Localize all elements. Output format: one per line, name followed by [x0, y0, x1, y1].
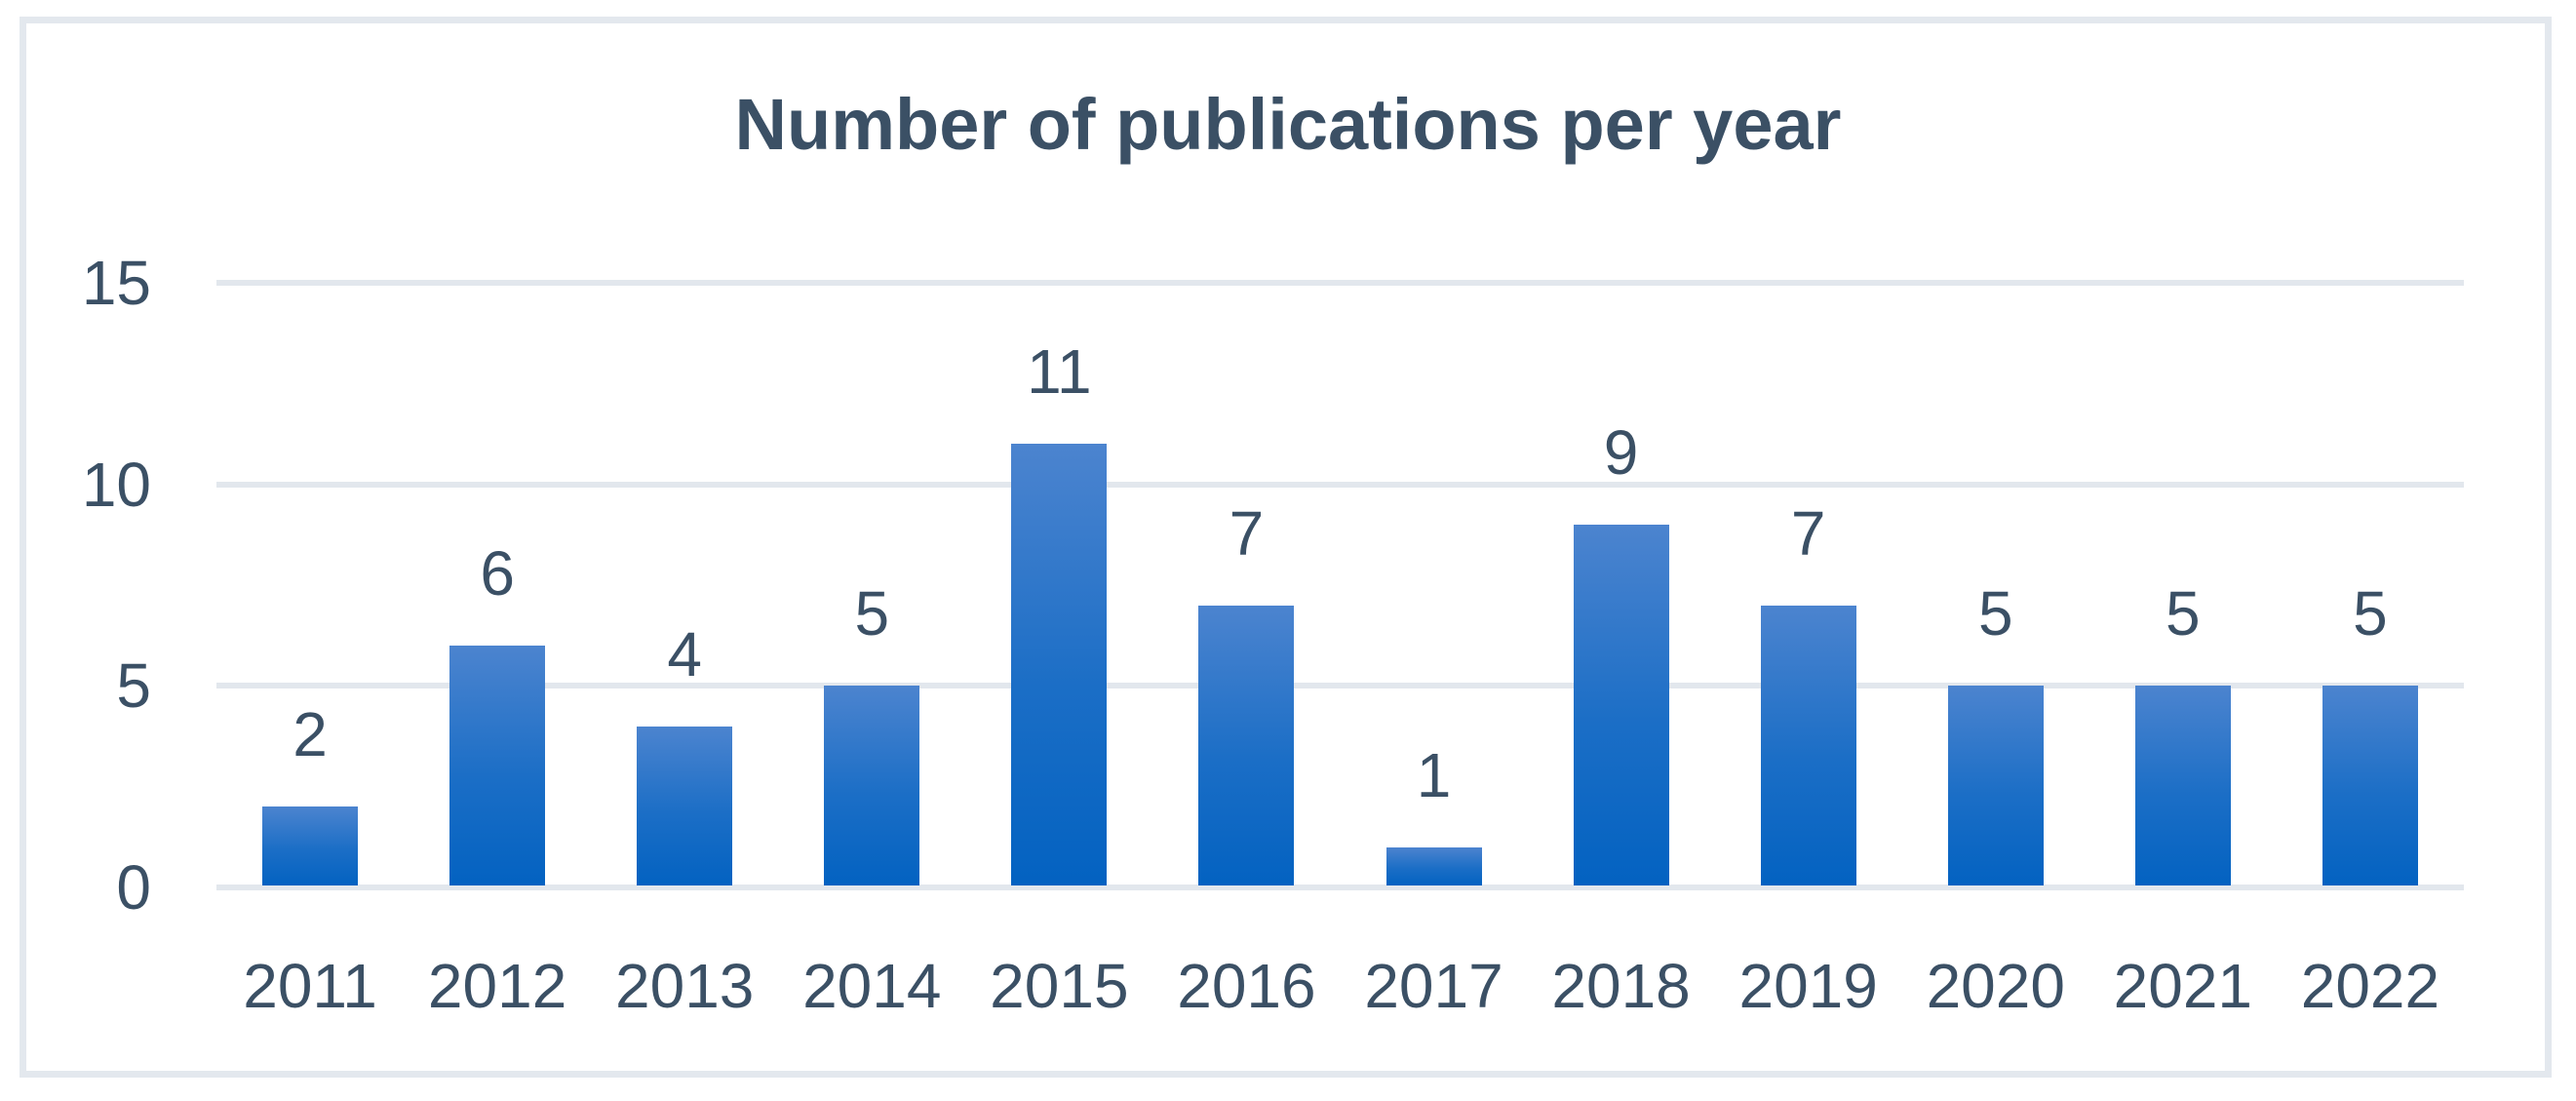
bar-value-label-2017: 1: [1416, 739, 1452, 810]
bar-2011: [262, 806, 359, 885]
chart-title: Number of publications per year: [734, 84, 1842, 165]
bar-2020: [1947, 686, 2044, 885]
x-axis-label-2015: 2015: [990, 951, 1129, 1021]
gridline-y-0: [216, 885, 2464, 890]
bar-value-label-2014: 5: [854, 578, 890, 649]
bar-value-label-2021: 5: [2166, 578, 2201, 649]
bar-2016: [1198, 605, 1295, 885]
x-axis-label-2016: 2016: [1177, 951, 1316, 1021]
x-axis-label-2013: 2013: [615, 951, 755, 1021]
x-axis-label-2018: 2018: [1551, 951, 1691, 1021]
y-axis-tick-label: 15: [81, 248, 151, 318]
bar-value-label-2018: 9: [1603, 417, 1639, 488]
bar-2018: [1573, 525, 1669, 885]
bar-2019: [1760, 605, 1856, 885]
x-axis-label-2019: 2019: [1738, 951, 1878, 1021]
bar-value-label-2020: 5: [1977, 578, 2013, 649]
bar-2017: [1386, 846, 1482, 885]
x-axis-label-2020: 2020: [1926, 951, 2065, 1021]
x-axis-label-2011: 2011: [243, 951, 377, 1021]
x-axis-label-2021: 2021: [2113, 951, 2253, 1021]
bar-value-label-2012: 6: [480, 538, 515, 609]
chart-frame: [20, 17, 2552, 1078]
bar-2014: [824, 686, 920, 885]
x-axis-label-2012: 2012: [427, 951, 567, 1021]
y-axis-tick-label: 10: [81, 449, 151, 520]
bar-value-label-2015: 11: [1027, 336, 1092, 408]
y-axis-tick-label: 0: [116, 852, 151, 923]
x-axis-label-2022: 2022: [2300, 951, 2440, 1021]
gridline-y-5: [216, 683, 2464, 689]
bar-2015: [1011, 444, 1108, 885]
x-axis-label-2017: 2017: [1364, 951, 1503, 1021]
bar-2013: [637, 726, 733, 885]
x-axis-label-2014: 2014: [802, 951, 942, 1021]
bar-value-label-2013: 4: [667, 618, 702, 689]
gridline-y-15: [216, 280, 2464, 286]
bar-2012: [449, 646, 546, 885]
gridline-y-10: [216, 481, 2464, 488]
bar-2022: [2322, 686, 2418, 885]
y-axis-tick-label: 5: [116, 650, 151, 722]
bar-value-label-2022: 5: [2353, 578, 2388, 649]
bar-value-label-2011: 2: [293, 699, 328, 770]
bar-2021: [2134, 686, 2231, 885]
bar-value-label-2016: 7: [1229, 497, 1265, 569]
bar-value-label-2019: 7: [1790, 497, 1826, 569]
